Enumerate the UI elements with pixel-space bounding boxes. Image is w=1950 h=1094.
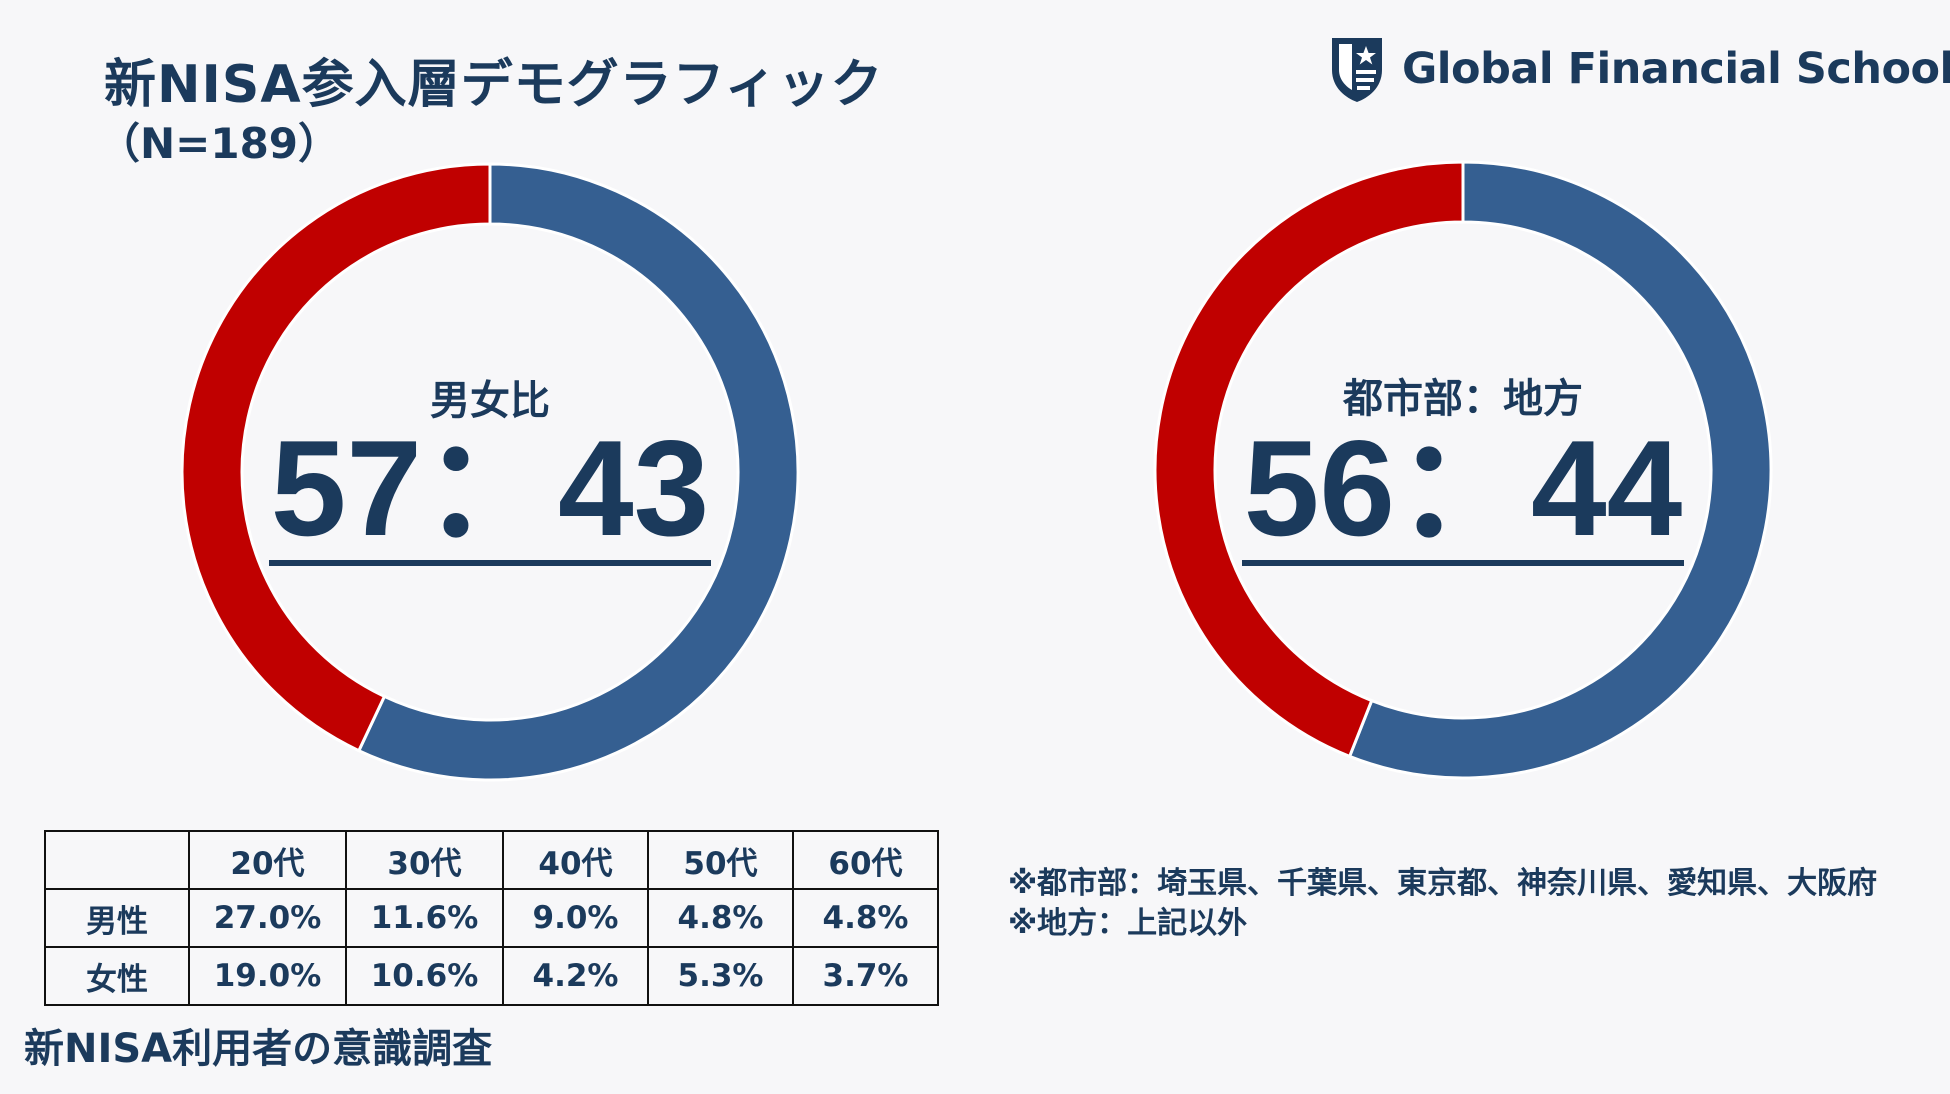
- sample-size: （N=189）: [98, 119, 341, 168]
- note-urban-definition: ※都市部：埼玉県、千葉県、東京都、神奈川県、愛知県、大阪府: [1008, 866, 1878, 901]
- table-cell: 9.0%: [502, 888, 649, 948]
- table-header-cell: 50代: [647, 830, 794, 890]
- table-cell: 3.7%: [792, 946, 939, 1006]
- note-rural-definition: ※地方：上記以外: [1008, 906, 1248, 941]
- table-cell: 27.0%: [188, 888, 347, 948]
- table-header-cell: 20代: [188, 830, 347, 890]
- donut-slice-0: [356, 162, 800, 782]
- row-label-male: 男性: [44, 888, 190, 948]
- brand-logo: Global Financial School: [1328, 34, 1950, 104]
- table-header-cell: 40代: [502, 830, 649, 890]
- region-ratio-value: 56：44: [1241, 412, 1685, 566]
- survey-name: 新NISA利用者の意識調査: [24, 1026, 493, 1072]
- table-cell: 11.6%: [345, 888, 504, 948]
- table-header-row: 20代 30代 40代 50代 60代: [44, 830, 939, 890]
- donut-slice-1: [1153, 160, 1465, 759]
- table-cell: 4.8%: [792, 888, 939, 948]
- donut-slice-0: [1347, 160, 1773, 780]
- region-ratio-label: 都市部：地方: [1343, 376, 1583, 422]
- region-donut-chart: [1153, 160, 1773, 780]
- age-distribution-table: 20代 30代 40代 50代 60代 男性 27.0% 11.6% 9.0% …: [44, 830, 939, 1006]
- donut-slice-1: [180, 162, 492, 753]
- table-cell: 4.8%: [647, 888, 794, 948]
- gender-donut-chart: [180, 162, 800, 782]
- table-cell: 5.3%: [647, 946, 794, 1006]
- gender-ratio-label: 男女比: [430, 378, 550, 424]
- table-header-cell: 60代: [792, 830, 939, 890]
- shield-star-icon: [1332, 38, 1382, 102]
- gender-ratio-value: 57：43: [268, 412, 712, 566]
- table-corner-cell: [44, 830, 190, 890]
- table-cell: 10.6%: [345, 946, 504, 1006]
- table-header-cell: 30代: [345, 830, 504, 890]
- brand-name: Global Financial School: [1402, 44, 1950, 94]
- table-row: 女性 19.0% 10.6% 4.2% 5.3% 3.7%: [44, 946, 939, 1006]
- page-title: 新NISA参入層デモグラフィック: [104, 55, 884, 115]
- row-label-female: 女性: [44, 946, 190, 1006]
- table-row: 男性 27.0% 11.6% 9.0% 4.8% 4.8%: [44, 888, 939, 948]
- table-cell: 4.2%: [502, 946, 649, 1006]
- table-cell: 19.0%: [188, 946, 347, 1006]
